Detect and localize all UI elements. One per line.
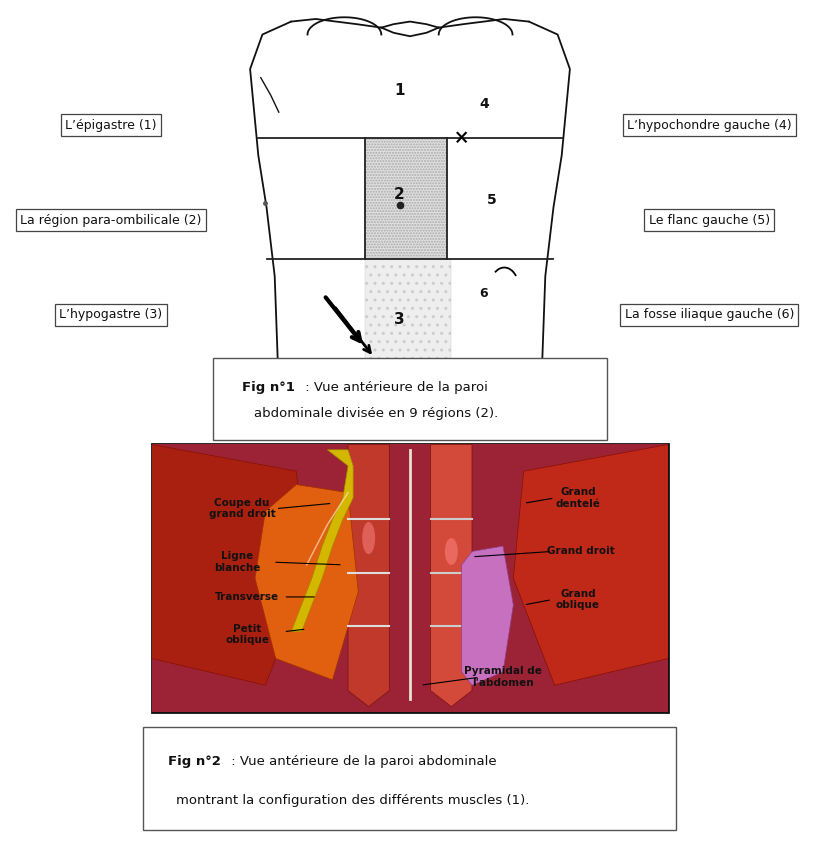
Text: 1: 1 <box>394 83 404 98</box>
Text: Fig n°1: Fig n°1 <box>242 381 294 394</box>
Text: Petit
oblique: Petit oblique <box>225 624 269 646</box>
Ellipse shape <box>362 522 374 554</box>
Text: abdominale divisée en 9 régions (2).: abdominale divisée en 9 régions (2). <box>254 406 498 420</box>
Text: Grand
oblique: Grand oblique <box>555 589 600 610</box>
Text: L’hypogastre (3): L’hypogastre (3) <box>59 308 162 322</box>
Text: : Vue antérieure de la paroi: : Vue antérieure de la paroi <box>301 381 487 394</box>
Text: Grand droit: Grand droit <box>546 546 613 557</box>
Text: Grand
dentelé: Grand dentelé <box>554 487 600 509</box>
Polygon shape <box>152 444 306 685</box>
Text: La région para-ombilicale (2): La région para-ombilicale (2) <box>20 213 201 227</box>
Text: 3: 3 <box>394 312 404 327</box>
Text: Pyramidal de
l'abdomen: Pyramidal de l'abdomen <box>464 666 541 688</box>
Text: 2: 2 <box>393 186 405 202</box>
Polygon shape <box>430 444 472 707</box>
FancyBboxPatch shape <box>213 358 606 440</box>
Polygon shape <box>513 444 667 685</box>
FancyBboxPatch shape <box>152 444 667 712</box>
Text: 4: 4 <box>478 97 488 110</box>
Polygon shape <box>347 444 389 707</box>
Text: : Vue antérieure de la paroi abdominale: : Vue antérieure de la paroi abdominale <box>227 754 496 768</box>
FancyBboxPatch shape <box>143 727 676 830</box>
Ellipse shape <box>445 539 457 565</box>
Text: 6: 6 <box>479 287 487 300</box>
Polygon shape <box>255 485 358 680</box>
Text: L’hypochondre gauche (4): L’hypochondre gauche (4) <box>627 118 790 132</box>
Polygon shape <box>364 259 450 364</box>
Text: Transverse: Transverse <box>215 592 279 602</box>
Text: L’épigastre (1): L’épigastre (1) <box>65 118 156 132</box>
Polygon shape <box>461 546 513 685</box>
Text: La fosse iliaque gauche (6): La fosse iliaque gauche (6) <box>624 308 793 322</box>
Text: Le flanc gauche (5): Le flanc gauche (5) <box>648 213 769 227</box>
Text: 5: 5 <box>486 193 496 207</box>
Text: montrant la configuration des différents muscles (1).: montrant la configuration des différents… <box>176 793 529 807</box>
Text: Coupe du
grand droit: Coupe du grand droit <box>209 498 275 520</box>
FancyBboxPatch shape <box>152 444 667 712</box>
Text: Fig n°2: Fig n°2 <box>168 754 220 768</box>
Polygon shape <box>291 450 353 632</box>
Text: Ligne
blanche: Ligne blanche <box>214 551 260 573</box>
Polygon shape <box>364 138 446 259</box>
